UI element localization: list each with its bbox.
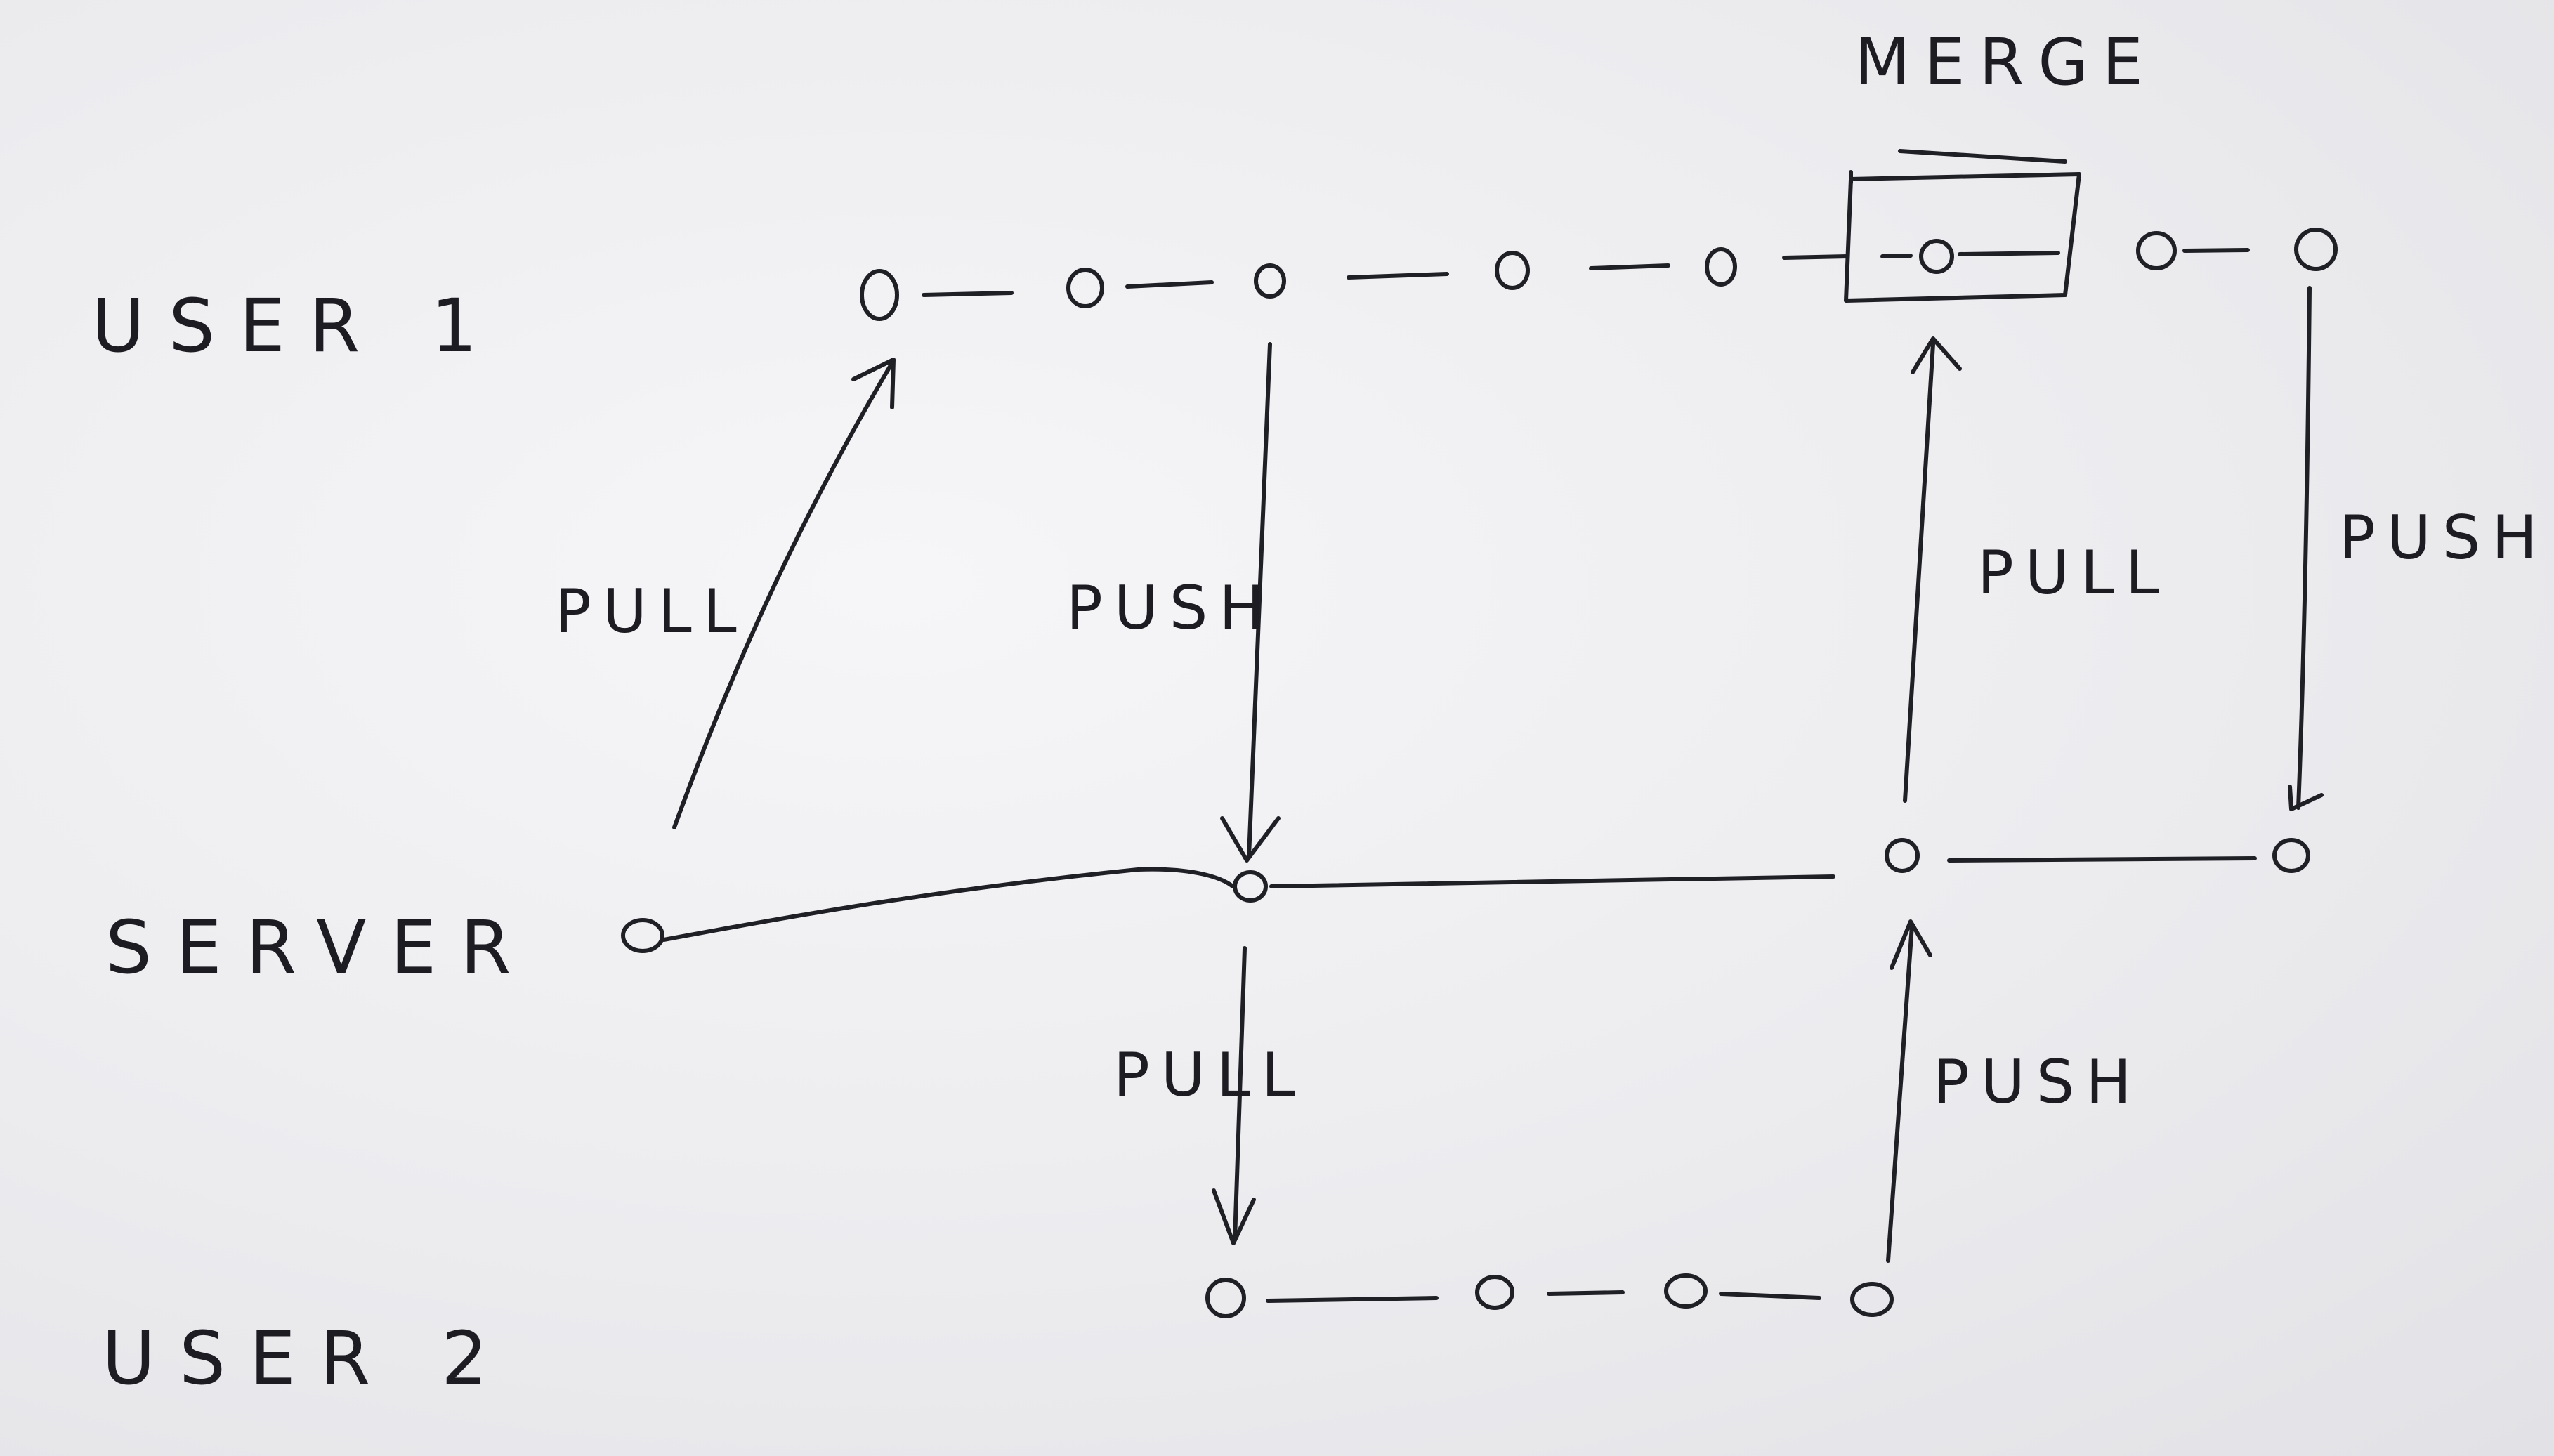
- label-pull-server-to-user2: PULL: [1113, 1040, 1307, 1110]
- label-push-user1-to-server: PUSH: [1066, 573, 1276, 643]
- server-commit: [1233, 870, 1268, 903]
- user2-commit: [1850, 1282, 1894, 1317]
- arrow-pull-server-to-user1-merge: [1903, 336, 1962, 803]
- merge-box: [1844, 149, 2081, 303]
- label-pull-server-to-user1: PULL: [555, 577, 748, 647]
- server-commit: [1885, 838, 1920, 873]
- user1-commit: [860, 269, 899, 321]
- row-label-user1: USER 1: [91, 283, 501, 369]
- user1-commit: [1705, 247, 1737, 287]
- merge-label: MERGE: [1854, 25, 2157, 100]
- arrow-push-user1-to-server: [1220, 342, 1281, 863]
- user1-commit: [1495, 251, 1530, 290]
- server-commit: [2272, 838, 2310, 873]
- arrow-push-user1-final: [2288, 286, 2324, 811]
- user1-commit: [2136, 231, 2177, 270]
- user1-commit: [1066, 268, 1104, 308]
- arrow-push-user2-to-server: [1886, 919, 1932, 1263]
- user2-timeline: [1205, 1273, 1894, 1318]
- label-push-user1-final: PUSH: [2339, 503, 2548, 573]
- user2-commit: [1664, 1273, 1708, 1309]
- server-commit: [621, 918, 664, 953]
- user1-commit: [1254, 263, 1286, 299]
- user1-commit: [2294, 228, 2338, 271]
- server-timeline: [621, 838, 2310, 953]
- row-label-user2: USER 2: [102, 1316, 511, 1401]
- user2-commit: [1205, 1278, 1246, 1318]
- arrow-pull-server-to-user1: [672, 358, 896, 829]
- user1-timeline: [860, 228, 2338, 321]
- user2-commit: [1475, 1275, 1514, 1310]
- label-pull-server-to-user1-merge: PULL: [1977, 538, 2170, 608]
- user1-merge-commit: [1919, 239, 1954, 274]
- arrow-pull-server-to-user2: [1212, 946, 1256, 1245]
- row-label-server: SERVER: [105, 905, 535, 990]
- label-push-user2-to-server: PUSH: [1933, 1047, 2142, 1117]
